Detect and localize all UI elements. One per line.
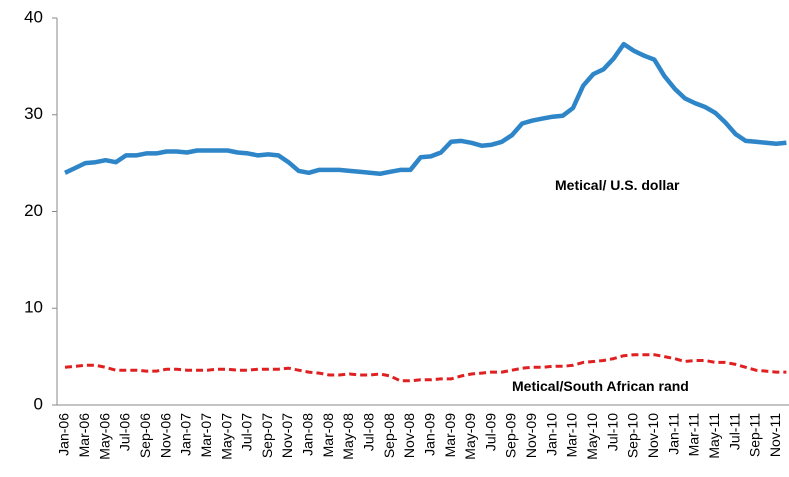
y-tick-label: 40 xyxy=(24,7,43,26)
x-tick-label: Nov-08 xyxy=(401,413,417,458)
x-tick-label: Sep-09 xyxy=(503,413,519,458)
series-annotation: Metical/South African rand xyxy=(512,378,689,394)
x-tick-label: Jul-11 xyxy=(726,413,742,450)
x-tick-label: Nov-10 xyxy=(645,413,661,458)
x-tick-label: Mar-11 xyxy=(686,413,702,457)
series-line xyxy=(64,41,787,177)
y-tick-label: 20 xyxy=(24,201,43,220)
x-tick-label: Jul-10 xyxy=(604,413,620,451)
x-tick-label: Jul-08 xyxy=(361,413,377,451)
x-tick-label: Sep-11 xyxy=(747,413,763,457)
x-tick-label: Jan-10 xyxy=(543,413,559,456)
x-tick-label: May-11 xyxy=(706,413,722,459)
x-tick-label: Sep-08 xyxy=(381,413,397,458)
x-tick-label: May-09 xyxy=(462,413,478,460)
x-tick-label: Mar-06 xyxy=(76,413,92,458)
x-tick-label: Jan-06 xyxy=(56,413,72,456)
y-tick-label: 10 xyxy=(24,298,43,317)
x-tick-label: Mar-07 xyxy=(198,413,214,458)
y-tick-label: 0 xyxy=(34,394,43,413)
y-tick-label: 30 xyxy=(24,104,43,123)
x-tick-label: Jan-08 xyxy=(300,413,316,456)
x-tick-label: Nov-07 xyxy=(279,413,295,458)
x-tick-label: May-07 xyxy=(218,413,234,460)
x-tick-label: Nov-09 xyxy=(523,413,539,458)
x-tick-label: Jan-11 xyxy=(665,413,681,455)
x-tick-label: Jul-09 xyxy=(482,413,498,451)
series-line xyxy=(64,353,787,383)
x-tick-label: Jul-07 xyxy=(239,413,255,451)
x-tick-label: Mar-08 xyxy=(320,413,336,458)
x-tick-label: May-08 xyxy=(340,413,356,460)
x-tick-label: Jan-09 xyxy=(421,413,437,456)
x-tick-label: Nov-11 xyxy=(767,413,783,457)
series-annotation: Metical/ U.S. dollar xyxy=(555,177,680,193)
x-tick-label: Sep-06 xyxy=(137,413,153,458)
x-tick-label: Sep-10 xyxy=(625,413,641,458)
x-tick-label: Mar-09 xyxy=(442,413,458,458)
x-tick-label: May-10 xyxy=(584,413,600,460)
x-tick-label: Nov-06 xyxy=(157,413,173,458)
x-tick-label: Sep-07 xyxy=(259,413,275,458)
x-tick-label: Mar-10 xyxy=(564,413,580,458)
x-tick-label: Jul-06 xyxy=(117,413,133,451)
x-tick-label: May-06 xyxy=(96,413,112,460)
x-tick-label: Jan-07 xyxy=(178,413,194,456)
